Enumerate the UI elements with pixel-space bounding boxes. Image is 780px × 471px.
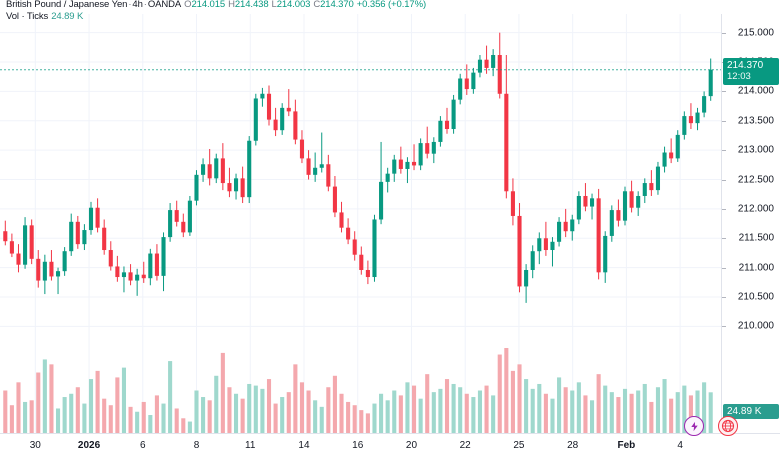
legend-series-row[interactable]: British Pound / Japanese Yen·4h·OANDA O21… xyxy=(6,0,426,10)
symbol-name: British Pound / Japanese Yen xyxy=(6,0,128,10)
price-tick-mark xyxy=(722,208,726,210)
price-tick-mark xyxy=(722,179,726,181)
price-tick: 213.500 xyxy=(737,115,774,127)
time-tick: 6 xyxy=(140,440,146,451)
ohlc-low-value: 214.003 xyxy=(276,0,311,10)
time-tick: 4 xyxy=(677,440,683,451)
ohlc-low: L214.003 xyxy=(272,0,311,10)
price-tick-mark xyxy=(722,91,726,93)
current-price-time: 12:03 xyxy=(727,70,751,82)
current-price-value: 214.370 xyxy=(727,59,764,71)
price-tick-mark xyxy=(722,32,726,34)
chart-plot-area[interactable] xyxy=(0,14,722,433)
price-tick: 211.000 xyxy=(738,262,774,274)
time-tick: 25 xyxy=(513,440,525,451)
time-tick: 2026 xyxy=(77,440,101,451)
price-axis[interactable]: 215.000214.500214.000213.500213.000212.5… xyxy=(721,14,780,433)
price-tick-mark xyxy=(722,326,726,328)
ohlc-close-value: 214.370 xyxy=(320,0,354,10)
interval-label[interactable]: 4h xyxy=(132,0,143,10)
ohlc-high-key: H xyxy=(228,0,235,10)
globe-icon[interactable] xyxy=(718,416,738,436)
time-tick: 22 xyxy=(459,440,471,451)
time-tick: 11 xyxy=(245,440,256,451)
ohlc-close: C214.370 xyxy=(313,0,354,10)
exchange-label: OANDA xyxy=(147,0,182,10)
price-tick: 214.000 xyxy=(737,85,774,97)
price-tick-mark xyxy=(722,120,726,122)
ohlc-close-key: C xyxy=(313,0,321,10)
price-tick-mark xyxy=(722,238,726,240)
ohlc-low-key: L xyxy=(271,0,277,10)
candlestick-svg xyxy=(0,14,722,433)
chart-corner-icons xyxy=(684,416,738,436)
price-tick: 212.000 xyxy=(737,203,774,215)
ohlc-open-value: 214.015 xyxy=(191,0,226,10)
ohlc-high-value: 214.438 xyxy=(234,0,269,10)
price-tick: 215.000 xyxy=(737,27,774,39)
price-tick: 210.000 xyxy=(737,320,774,332)
time-tick: 14 xyxy=(298,440,310,451)
time-tick: 8 xyxy=(193,440,200,451)
time-tick: 30 xyxy=(29,440,41,451)
lightning-bolt-icon[interactable] xyxy=(684,416,704,436)
price-tick: 213.000 xyxy=(737,144,774,156)
ohlc-open-key: O xyxy=(184,0,192,10)
ohlc-high: H214.438 xyxy=(228,0,269,10)
price-tick-mark xyxy=(722,150,726,152)
time-tick: 16 xyxy=(352,440,364,451)
time-tick: 20 xyxy=(405,440,418,451)
price-tick: 211.500 xyxy=(738,232,774,244)
legend-separator-1: · xyxy=(128,0,132,10)
price-tick-mark xyxy=(722,297,726,298)
price-tick-mark xyxy=(722,267,726,269)
current-price-badge[interactable]: 214.370 12:03 xyxy=(723,57,779,85)
time-tick: Feb xyxy=(617,440,636,451)
price-tick: 210.500 xyxy=(737,291,774,303)
time-axis[interactable]: 30 2026 6 8 11 14 16 20 22 25 28 Feb 4 xyxy=(0,433,780,471)
legend-separator-2: · xyxy=(143,0,147,10)
price-change: +0.356 (+0.17%) xyxy=(356,0,427,10)
time-tick: 28 xyxy=(567,440,579,451)
ohlc-open: O214.015 xyxy=(184,0,225,10)
volume-value-badge[interactable]: 24.89 K xyxy=(723,404,779,419)
price-tick: 212.500 xyxy=(737,174,774,186)
